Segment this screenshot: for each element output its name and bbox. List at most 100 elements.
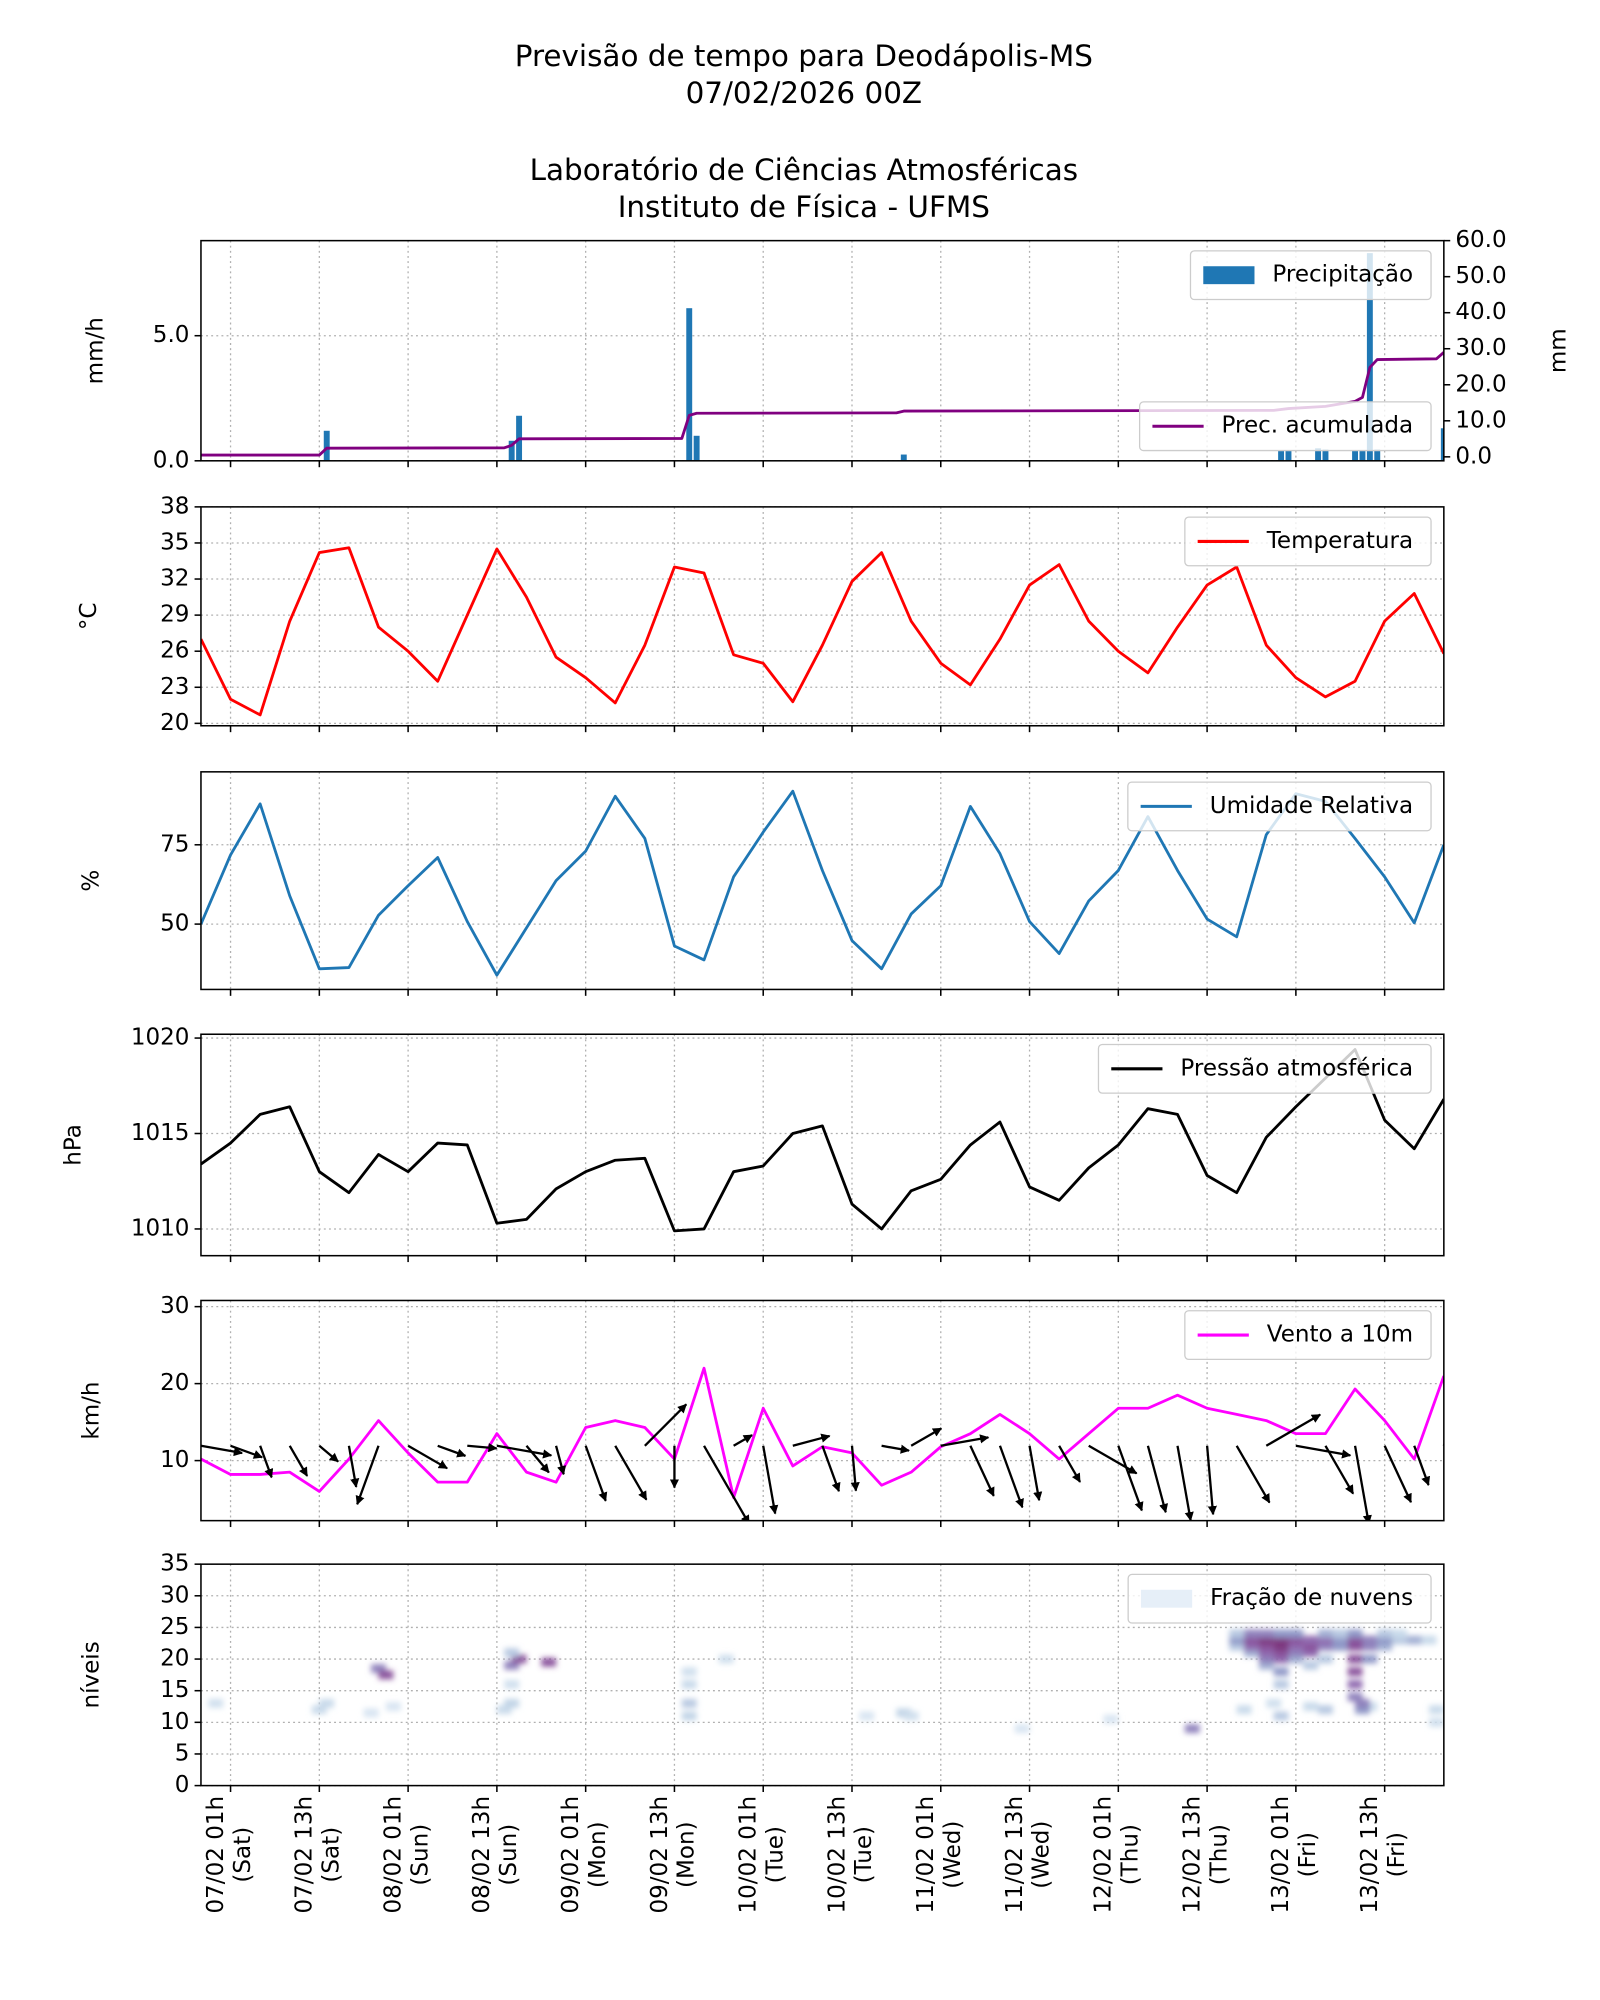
cloud-cell bbox=[681, 1711, 697, 1721]
y-tick-label: 29 bbox=[160, 602, 189, 628]
x-tick-label: 11/02 13h (Wed) bbox=[1001, 1795, 1056, 1914]
x-tick-label-wrap: 07/02 13h (Sat) bbox=[281, 1796, 358, 2000]
plot-area bbox=[200, 1366, 1444, 1521]
cloud-cell bbox=[1347, 1667, 1363, 1677]
y2-tick-label: 60.0 bbox=[1455, 227, 1506, 253]
cloud-cell bbox=[1273, 1654, 1289, 1664]
cloud-cell bbox=[1347, 1641, 1363, 1651]
wind-arrow bbox=[1383, 1445, 1413, 1504]
panel: 0.0 5.0 0.0 10.0 20.0 30.0 40.0 50.0 60.0 mm mm/h P… bbox=[83, 227, 1572, 473]
cloud-cell bbox=[1406, 1635, 1422, 1645]
wind-arrow bbox=[496, 1444, 553, 1459]
subtitle: Instituto de Física - UFMS bbox=[618, 190, 990, 224]
legend-label: Umidade Relativa bbox=[1210, 793, 1413, 819]
cloud-cell bbox=[1273, 1635, 1289, 1645]
wind-arrow bbox=[1324, 1445, 1355, 1495]
axes-frame bbox=[200, 1299, 1445, 1522]
x-tick-label-box: 11/02 01h (Wed) bbox=[902, 1796, 979, 2000]
cloud-cell bbox=[1347, 1654, 1363, 1664]
series-line bbox=[200, 1048, 1444, 1233]
y-tick-label: 35 bbox=[160, 1551, 189, 1577]
cloud-cell bbox=[504, 1648, 520, 1658]
legend: Umidade Relativa bbox=[1127, 781, 1432, 832]
y-tick-label: 15 bbox=[160, 1677, 189, 1703]
y-tick-label: 5.0 bbox=[153, 322, 190, 348]
x-tick-label-wrap: 10/02 13h (Tue) bbox=[814, 1796, 891, 2000]
x-tick-label: 08/02 13h (Sun) bbox=[469, 1795, 523, 1914]
cloud-cell bbox=[1421, 1635, 1437, 1645]
y-axis-label: °C bbox=[76, 603, 102, 631]
wind-arrow bbox=[525, 1445, 550, 1474]
cloud-cell bbox=[1392, 1629, 1407, 1639]
x-tick-label-wrap: 11/02 13h (Wed) bbox=[991, 1796, 1068, 2000]
series-line bbox=[200, 546, 1444, 717]
x-tick-label: 13/02 13h (Fri) bbox=[1356, 1795, 1411, 1914]
y2-tick-label: 50.0 bbox=[1455, 263, 1506, 289]
legend-swatch bbox=[1140, 1589, 1193, 1608]
x-tick-label-box: 12/02 13h (Thu) bbox=[1179, 1796, 1232, 1914]
legend-box bbox=[1189, 250, 1432, 301]
wind-arrow bbox=[910, 1427, 943, 1447]
legend-label: Fração de nuvens bbox=[1210, 1585, 1413, 1611]
legend-swatch bbox=[1203, 266, 1255, 285]
cloud-cell bbox=[1236, 1705, 1252, 1715]
wind-arrow bbox=[584, 1445, 608, 1502]
y-tick-label: 10 bbox=[160, 1447, 189, 1473]
wind-arrow bbox=[1088, 1444, 1138, 1475]
cloud-cell bbox=[1288, 1654, 1304, 1664]
wind-arrow bbox=[1265, 1413, 1322, 1447]
wind-arrow bbox=[230, 1444, 263, 1459]
cloud-cell bbox=[1014, 1724, 1030, 1734]
y-tick-label: 30 bbox=[160, 1293, 189, 1319]
cloud-cell bbox=[1303, 1648, 1319, 1658]
x-tick-label-wrap: 09/02 13h (Mon) bbox=[636, 1796, 713, 2000]
cloud-cell bbox=[903, 1711, 919, 1721]
bar bbox=[1285, 450, 1292, 461]
axes-frame bbox=[200, 1033, 1445, 1257]
cloud-cell bbox=[504, 1660, 520, 1670]
legend-label: Prec. acumulada bbox=[1222, 413, 1414, 439]
cloud-cell bbox=[1362, 1641, 1378, 1651]
plot-area bbox=[200, 789, 1444, 977]
x-tick-label-box: 09/02 01h (Mon) bbox=[558, 1796, 611, 1914]
cloud-cell bbox=[1288, 1629, 1304, 1639]
cloud-cell bbox=[541, 1657, 557, 1667]
legend-label: Precipitação bbox=[1272, 262, 1413, 288]
cloud-cell bbox=[1355, 1705, 1370, 1715]
x-tick-label-wrap: 11/02 01h (Wed) bbox=[902, 1796, 979, 2000]
cloud-cell bbox=[1377, 1629, 1393, 1639]
x-tick-label: 11/02 01h (Wed) bbox=[913, 1795, 967, 1914]
bar bbox=[323, 430, 330, 461]
cloud-cell bbox=[1318, 1635, 1333, 1645]
cloud-cell bbox=[1362, 1654, 1378, 1664]
wind-arrow bbox=[259, 1445, 274, 1479]
y-axis-label: mm/h bbox=[83, 317, 109, 384]
x-tick-label-box: 08/02 01h (Sun) bbox=[370, 1796, 447, 2000]
cloud-cell bbox=[1103, 1714, 1119, 1724]
x-tick-label: 10/02 01h (Tue) bbox=[735, 1795, 789, 1914]
x-tick-label-box: 13/02 13h (Fri) bbox=[1356, 1795, 1411, 1914]
subtitle: Laboratório de Ciências Atmosféricas bbox=[530, 153, 1078, 187]
y2-axis-label: mm bbox=[1546, 328, 1572, 373]
cloud-cell bbox=[896, 1708, 912, 1718]
y-tick-label: 25 bbox=[160, 1614, 189, 1640]
cloud-cell bbox=[1429, 1717, 1444, 1727]
bar bbox=[693, 435, 700, 461]
cloud-cell bbox=[1318, 1629, 1333, 1639]
panel: 10 20 30 km/h Vento a 10m bbox=[79, 1293, 1445, 1528]
cloud-cell bbox=[1347, 1679, 1363, 1689]
cloud-cell bbox=[319, 1698, 335, 1708]
y-tick-label: 50 bbox=[160, 911, 189, 937]
x-tick-label-box: 13/02 01h (Fri) bbox=[1268, 1796, 1321, 1914]
cloud-cell bbox=[1273, 1629, 1289, 1639]
bar bbox=[686, 308, 693, 461]
cloud-cell bbox=[1347, 1629, 1363, 1639]
x-tick-label-box: 09/02 13h (Mon) bbox=[636, 1796, 713, 2000]
y-tick-label: 0.0 bbox=[153, 447, 190, 473]
y-tick-label: 26 bbox=[160, 638, 189, 664]
plot-area bbox=[200, 1048, 1444, 1233]
cloud-cell bbox=[1266, 1698, 1282, 1708]
wind-arrow bbox=[998, 1445, 1024, 1509]
x-tick-label-wrap: 08/02 01h (Sun) bbox=[370, 1796, 447, 2000]
legend-box bbox=[1127, 1573, 1432, 1624]
